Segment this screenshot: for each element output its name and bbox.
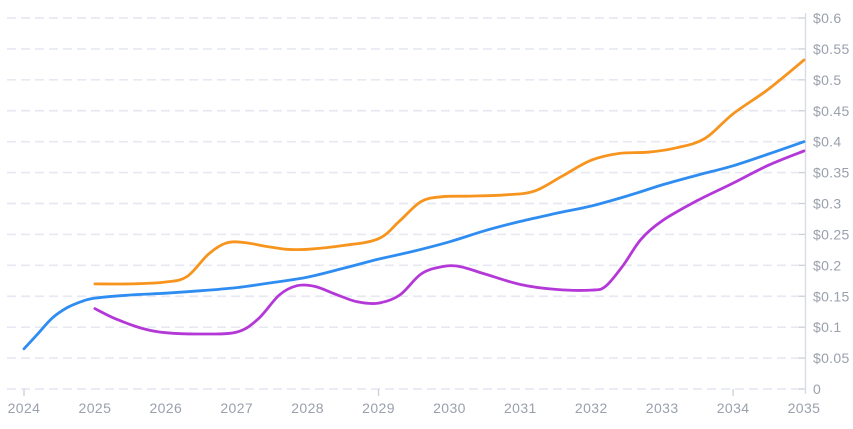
x-axis-tick-label: 2030 xyxy=(433,400,466,416)
y-axis-tick-label: $0.2 xyxy=(813,257,841,273)
x-axis-labels: 2024 2025 2026 2027 2028 2029 2030 2031 2032 2033… xyxy=(8,400,821,416)
y-axis-tick-label: $0.35 xyxy=(813,165,850,181)
x-axis-tick-label: 2028 xyxy=(291,400,324,416)
x-axis-tick-label: 2026 xyxy=(149,400,182,416)
y-axis-labels: $0.6 $0.55 $0.5 $0.45 $0.4 $0.35 $0.3 $0.25 $0.2… xyxy=(813,10,850,397)
y-axis-tick-label: $0.4 xyxy=(813,134,841,150)
y-axis-tick-label: $0.45 xyxy=(813,103,850,119)
x-axis-tick-label: 2032 xyxy=(575,400,608,416)
x-axis-tick-label: 2034 xyxy=(717,400,750,416)
y-axis-tick-label: $0.25 xyxy=(813,226,850,242)
gridlines xyxy=(7,17,805,390)
x-axis-tick-label: 2029 xyxy=(362,400,395,416)
y-axis-tick-label: $0.05 xyxy=(813,350,850,366)
y-axis-tick-label: $0.5 xyxy=(813,72,841,88)
y-axis-tick-label: $0.55 xyxy=(813,41,850,57)
y-axis-tick-label: $0.3 xyxy=(813,196,841,212)
x-axis-tick-label: 2031 xyxy=(504,400,537,416)
x-axis-tick-label: 2025 xyxy=(79,400,112,416)
x-axis-tick-label: 2033 xyxy=(646,400,679,416)
y-axis-tick-label: $0.6 xyxy=(813,10,841,26)
x-axis-tick-label: 2024 xyxy=(8,400,41,416)
series-paths[interactable] xyxy=(22,58,806,351)
x-axis-tick-label: 2035 xyxy=(788,400,821,416)
y-axis-tick-label: $0.1 xyxy=(813,319,841,335)
x-axis-tick-label: 2027 xyxy=(220,400,253,416)
purple-forecast-line[interactable] xyxy=(93,149,806,336)
y-axis-tick-label: 0 xyxy=(813,381,821,397)
blue-forecast-line[interactable] xyxy=(22,140,806,351)
y-axis-tick-label: $0.15 xyxy=(813,288,850,304)
orange-forecast-line[interactable] xyxy=(93,58,806,286)
